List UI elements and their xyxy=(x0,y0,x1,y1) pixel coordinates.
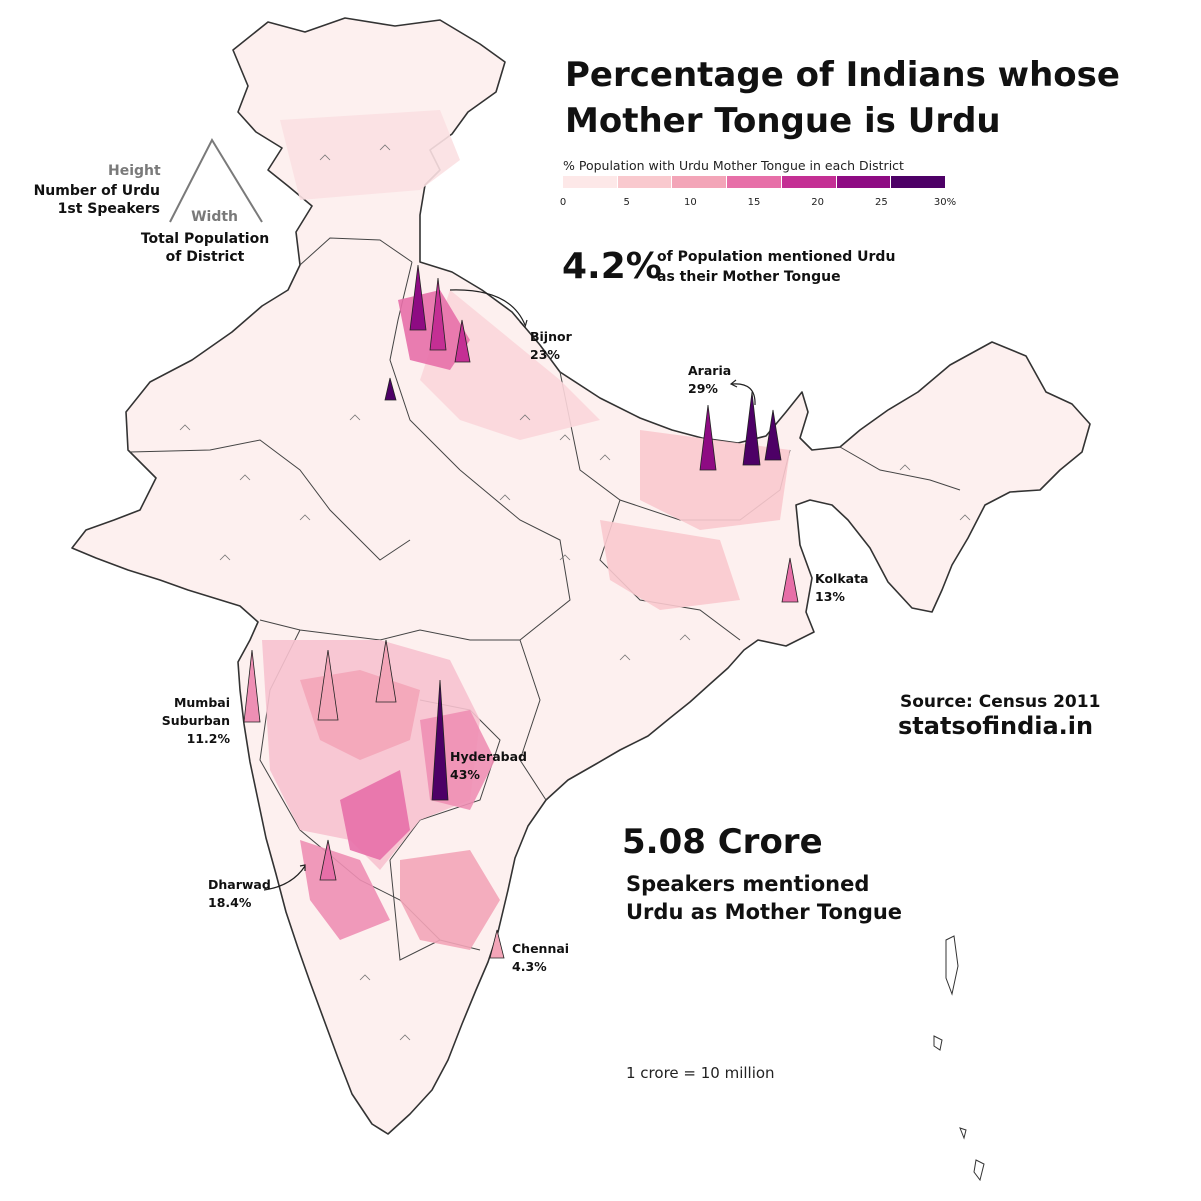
legend-tick-label: 5 xyxy=(623,197,630,208)
legend-tick-label: 15 xyxy=(747,197,761,208)
label-hyderabad: Hyderabad 43% xyxy=(450,748,527,784)
araria-name: Araria xyxy=(688,363,732,378)
key-width-line2: of District xyxy=(165,249,245,265)
hyderabad-pct: 43% xyxy=(450,767,480,782)
legend-tick-label: 25 xyxy=(874,197,888,208)
araria-pct: 29% xyxy=(688,381,718,396)
key-triangle xyxy=(169,137,263,223)
bijnor-pct: 23% xyxy=(530,347,560,362)
total-speakers: 5.08 Crore xyxy=(622,822,823,862)
key-width-label: Width xyxy=(191,209,238,225)
legend-swatch xyxy=(617,176,673,188)
kolkata-pct: 13% xyxy=(815,589,845,604)
dharwad-name: Dharwad xyxy=(208,877,271,892)
mumbai-pct: 11.2% xyxy=(186,731,230,746)
key-width-desc: Total Population of District xyxy=(130,230,280,266)
legend-swatch xyxy=(891,176,946,188)
total-line2: Urdu as Mother Tongue xyxy=(626,900,903,924)
source-text: Source: Census 2011 xyxy=(900,692,1101,712)
stat-note: of Population mentioned Urdu as their Mo… xyxy=(657,247,895,287)
annotation-arrows xyxy=(263,289,756,891)
key-height-desc: Number of Urdu 1st Speakers xyxy=(20,182,160,218)
legend-tick-label: 30% xyxy=(933,197,957,208)
key-height-line1: Number of Urdu xyxy=(33,183,160,199)
dharwad-pct: 18.4% xyxy=(208,895,252,910)
label-bijnor: Bijnor 23% xyxy=(530,328,572,364)
andaman-nicobar-islands xyxy=(933,935,985,1182)
chennai-pct: 4.3% xyxy=(512,959,547,974)
bijnor-name: Bijnor xyxy=(530,329,572,344)
legend-title: % Population with Urdu Mother Tongue in … xyxy=(563,158,904,173)
chennai-name: Chennai xyxy=(512,941,570,956)
key-height-line2: 1st Speakers xyxy=(57,201,160,217)
legend-swatch xyxy=(672,176,728,188)
label-araria: Araria 29% xyxy=(688,362,731,398)
key-height-label: Height xyxy=(108,163,161,179)
stat-line2: as their Mother Tongue xyxy=(657,269,841,285)
title-line1: Percentage of Indians whose xyxy=(565,55,1120,95)
stat-line1: of Population mentioned Urdu xyxy=(657,249,896,265)
page-title: Percentage of Indians whose Mother Tongu… xyxy=(565,52,1165,144)
label-dharwad: Dharwad 18.4% xyxy=(208,876,271,912)
crore-note: 1 crore = 10 million xyxy=(626,1064,775,1082)
site-name: statsofindia.in xyxy=(898,712,1094,740)
total-line1: Speakers mentioned xyxy=(626,872,870,896)
mumbai-name1: Mumbai xyxy=(173,695,230,710)
stat-percentage: 4.2% xyxy=(562,246,662,287)
district-shading xyxy=(262,110,790,950)
hyderabad-name: Hyderabad xyxy=(450,749,527,764)
label-mumbai-suburban: Mumbai Suburban 11.2% xyxy=(150,694,230,748)
label-chennai: Chennai 4.3% xyxy=(512,940,569,976)
mumbai-name2: Suburban xyxy=(161,713,230,728)
label-kolkata: Kolkata 13% xyxy=(815,570,869,606)
legend-color-bar xyxy=(563,176,946,188)
kolkata-name: Kolkata xyxy=(815,571,869,586)
legend-tick-label: 20 xyxy=(811,197,825,208)
legend-swatch xyxy=(727,176,782,188)
legend-tick-label: 10 xyxy=(683,197,697,208)
title-line2: Mother Tongue is Urdu xyxy=(565,101,1001,141)
urdu-speaker-spikes xyxy=(243,264,799,959)
key-width-line1: Total Population xyxy=(140,231,270,247)
district-glyphs xyxy=(179,144,971,1041)
legend-swatch xyxy=(836,176,892,188)
total-speakers-desc: Speakers mentioned Urdu as Mother Tongue xyxy=(626,870,902,926)
legend-tick-label: 0 xyxy=(559,197,567,208)
legend-swatch xyxy=(781,176,837,188)
legend-swatch xyxy=(563,176,618,188)
